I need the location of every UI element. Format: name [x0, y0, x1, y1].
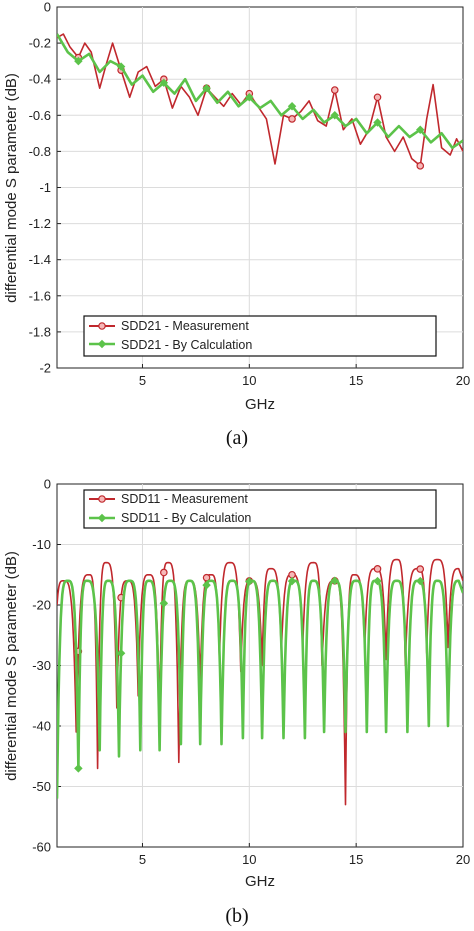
y-tick-label: -0.6	[29, 108, 51, 123]
series-marker-measurement	[373, 93, 382, 102]
chart-b: 0 -10 -20 -30 -40 -50 -60 5 10 15 20 differential…	[3, 477, 470, 928]
x-tick-label: 5	[139, 852, 146, 867]
y-tick-label: -0.8	[29, 144, 51, 159]
y-tick-label: -60	[32, 840, 51, 855]
x-tick-label: 20	[456, 373, 470, 388]
chart-b-xlabel: GHz	[245, 873, 275, 890]
series-marker-measurement	[416, 162, 425, 170]
chart-a-series	[57, 33, 463, 170]
chart-a-legend: SDD21 - Measurement SDD21 - By Calculati…	[83, 315, 437, 357]
y-tick-label: -20	[32, 598, 51, 613]
series-marker-calculation	[74, 56, 83, 66]
series-marker-calculation	[330, 576, 340, 586]
y-tick-label: -1.2	[29, 216, 51, 231]
chart-a-caption: (a)	[226, 427, 248, 449]
y-tick-label: -10	[32, 537, 51, 552]
series-marker-calculation	[159, 78, 169, 88]
chart-b-legend-label-calculation: SDD11 - By Calculation	[121, 511, 251, 525]
chart-a-xlabel: GHz	[245, 396, 275, 413]
x-tick-label: 15	[349, 852, 363, 867]
x-tick-label: 10	[242, 852, 256, 867]
series-marker-calculation	[287, 576, 297, 586]
chart-b-y-ticks: 0 -10 -20 -30 -40 -50 -60	[32, 477, 61, 855]
series-marker-measurement	[288, 115, 296, 123]
x-tick-label: 5	[139, 373, 146, 388]
y-tick-label: -1.8	[29, 324, 51, 339]
chart-b-caption: (b)	[225, 905, 248, 927]
series-marker-calculation	[202, 83, 211, 93]
chart-b-legend-box	[83, 489, 437, 529]
y-tick-label: -1.4	[29, 252, 51, 267]
chart-b-legend-label-measurement: SDD11 - Measurement	[121, 492, 248, 506]
y-tick-label: -2	[39, 361, 51, 376]
y-tick-label: -0.4	[29, 72, 51, 87]
chart-a-legend-label-measurement: SDD21 - Measurement	[121, 319, 249, 333]
chart-a-legend-label-calculation: SDD21 - By Calculation	[121, 338, 252, 352]
series-line-calculation	[57, 33, 463, 150]
chart-a-legend-marker-calculation	[97, 339, 107, 349]
chart-a-ylabel: differential mode S parameter (dB)	[3, 73, 20, 303]
y-tick-label: -40	[32, 719, 51, 734]
series-marker-calculation	[116, 62, 126, 71]
y-tick-label: -50	[32, 779, 51, 794]
series-marker-calculation	[373, 118, 382, 127]
series-marker-calculation	[416, 576, 425, 586]
y-tick-label: -1	[39, 180, 51, 195]
chart-a: 0 -0.2 -0.4 -0.6 -0.8 -1 -1.2 -1.4 -1.6 -1.8 -2 5 1…	[3, 0, 470, 449]
chart-b-ylabel: differential mode S parameter (dB)	[3, 551, 20, 781]
y-tick-label: 0	[44, 477, 51, 492]
x-tick-label: 10	[242, 373, 256, 388]
series-marker-calculation	[287, 102, 297, 111]
x-tick-label: 15	[349, 373, 363, 388]
chart-a-legend-box	[83, 315, 437, 357]
series-marker-calculation	[330, 111, 340, 120]
series-marker-measurement	[373, 565, 382, 573]
series-marker-calculation	[373, 576, 382, 586]
x-tick-label: 20	[456, 852, 470, 867]
chart-b-legend: SDD11 - Measurement SDD11 - By Calculati…	[83, 489, 437, 529]
chart-b-x-ticks: 5 10 15 20	[139, 843, 470, 867]
y-tick-label: -1.6	[29, 288, 51, 303]
series-marker-measurement	[330, 86, 339, 94]
y-tick-label: 0	[44, 0, 51, 15]
series-marker-measurement	[160, 568, 168, 577]
series-marker-measurement	[416, 565, 425, 573]
chart-a-y-ticks: 0 -0.2 -0.4 -0.6 -0.8 -1 -1.2 -1.4 -1.6 -1.8 -2	[29, 0, 61, 376]
chart-b-legend-marker-measurement	[98, 495, 106, 503]
series-marker-calculation	[245, 93, 254, 102]
y-tick-label: -30	[32, 658, 51, 673]
y-tick-label: -0.2	[29, 36, 51, 51]
chart-a-legend-marker-measurement	[98, 322, 106, 330]
series-marker-measurement	[202, 573, 211, 582]
series-line-calculation	[57, 579, 463, 799]
chart-a-x-ticks: 5 10 15 20	[139, 364, 470, 388]
